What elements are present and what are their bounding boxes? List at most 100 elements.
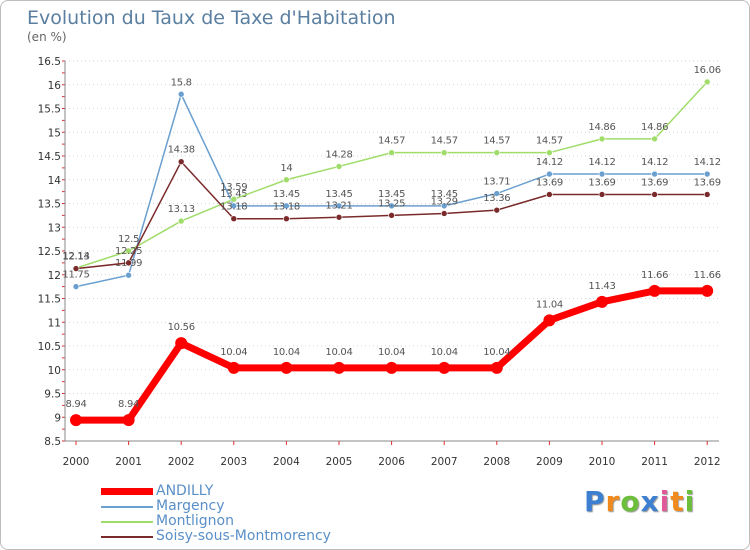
data-point [72, 265, 80, 272]
data-point [703, 191, 711, 198]
data-label: 10.04 [220, 347, 247, 358]
data-label: 12.5 [118, 234, 139, 245]
y-tick-label: 12.5 [38, 246, 61, 258]
data-label: 14.86 [588, 122, 615, 133]
data-point [175, 337, 188, 350]
data-point [230, 195, 238, 203]
data-label: 13.18 [220, 202, 247, 213]
data-point [122, 414, 135, 427]
x-tick-label: 2010 [589, 456, 616, 468]
data-point [546, 170, 553, 178]
data-point [125, 247, 132, 255]
data-point [388, 149, 395, 156]
logo-letter: i [659, 485, 671, 518]
logo-letter: t [670, 485, 685, 518]
data-point [651, 170, 658, 178]
legend-label-andilly: ANDILLY [156, 483, 214, 499]
data-point [385, 361, 398, 374]
data-label: 13.18 [273, 202, 300, 213]
x-tick-label: 2000 [63, 456, 90, 468]
data-point [230, 215, 238, 222]
y-tick-label: 12 [48, 270, 61, 282]
data-label: 14.57 [431, 136, 458, 147]
data-label: 14.57 [378, 136, 405, 147]
data-point [651, 135, 658, 143]
data-point [440, 202, 448, 210]
data-point [546, 149, 553, 156]
data-label: 14.12 [641, 157, 668, 168]
x-tick-label: 2001 [115, 456, 142, 468]
data-point [283, 176, 290, 184]
y-tick-label: 9 [54, 412, 61, 424]
data-point [70, 414, 82, 427]
y-tick-label: 11 [48, 317, 61, 329]
legend-swatch-andilly [101, 488, 153, 495]
logo-letter: o [620, 485, 641, 518]
data-point [333, 361, 345, 374]
data-label: 13.45 [273, 189, 300, 200]
logo-letter: r [605, 485, 621, 518]
y-tick-label: 13.5 [38, 199, 61, 211]
data-label: 11.66 [694, 270, 721, 281]
x-tick-label: 2009 [536, 456, 563, 468]
x-tick-label: 2002 [168, 456, 195, 468]
data-label: 13.45 [378, 189, 405, 200]
y-tick-label: 14.5 [38, 151, 61, 163]
data-label: 10.56 [168, 322, 195, 333]
data-point [388, 202, 395, 210]
data-label: 13.69 [588, 177, 615, 188]
data-point [177, 158, 185, 165]
legend-label-montlignon: Montlignon [156, 513, 234, 529]
data-label: 13.25 [378, 198, 405, 209]
y-tick-label: 16.5 [38, 56, 61, 68]
y-tick-label: 13 [48, 222, 61, 234]
data-label: 12.14 [62, 251, 89, 262]
data-point [283, 215, 290, 222]
data-label: 10.04 [378, 347, 405, 358]
data-label: 14.12 [694, 157, 721, 168]
data-point [598, 170, 606, 178]
y-tick-label: 16 [48, 80, 62, 92]
data-label: 14.57 [483, 136, 510, 147]
data-label: 13.59 [220, 182, 247, 193]
data-label: 13.69 [641, 177, 668, 188]
data-label: 14.28 [325, 149, 352, 160]
y-tick-label: 14 [48, 175, 62, 187]
data-label: 13.29 [431, 196, 458, 207]
data-label: 12.25 [115, 246, 142, 257]
data-label: 13.69 [694, 177, 721, 188]
data-label: 10.04 [273, 347, 300, 358]
data-label: 14 [280, 163, 292, 174]
chart-title: Evolution du Taux de Taxe d'Habitation [27, 7, 396, 29]
x-tick-label: 2004 [273, 456, 300, 468]
x-tick-label: 2012 [694, 456, 721, 468]
data-label: 14.38 [168, 145, 195, 156]
proxiti-logo: Proxiti [584, 485, 695, 518]
data-label: 12.13 [62, 252, 89, 263]
y-tick-label: 10 [48, 365, 61, 377]
data-label: 16.06 [694, 65, 721, 76]
data-point [493, 206, 501, 214]
data-point [596, 295, 608, 308]
y-tick-label: 9.5 [44, 389, 61, 401]
data-point [546, 191, 553, 198]
data-point [651, 191, 658, 198]
data-point [490, 361, 503, 374]
data-label: 14.57 [536, 136, 563, 147]
data-label: 10.04 [431, 347, 458, 358]
x-tick-label: 2006 [378, 456, 405, 468]
data-label: 8.94 [118, 399, 139, 410]
data-point [335, 163, 343, 170]
data-point [335, 213, 343, 221]
y-tick-label: 11.5 [38, 294, 61, 306]
legend-label-soisy: Soisy-sous-Montmorency [156, 528, 331, 544]
data-label: 14.12 [536, 157, 563, 168]
data-point [280, 361, 293, 374]
data-point [440, 210, 448, 217]
data-point [543, 314, 556, 327]
data-label: 13.45 [325, 189, 352, 200]
data-point [701, 284, 714, 297]
data-label: 8.94 [65, 399, 86, 410]
